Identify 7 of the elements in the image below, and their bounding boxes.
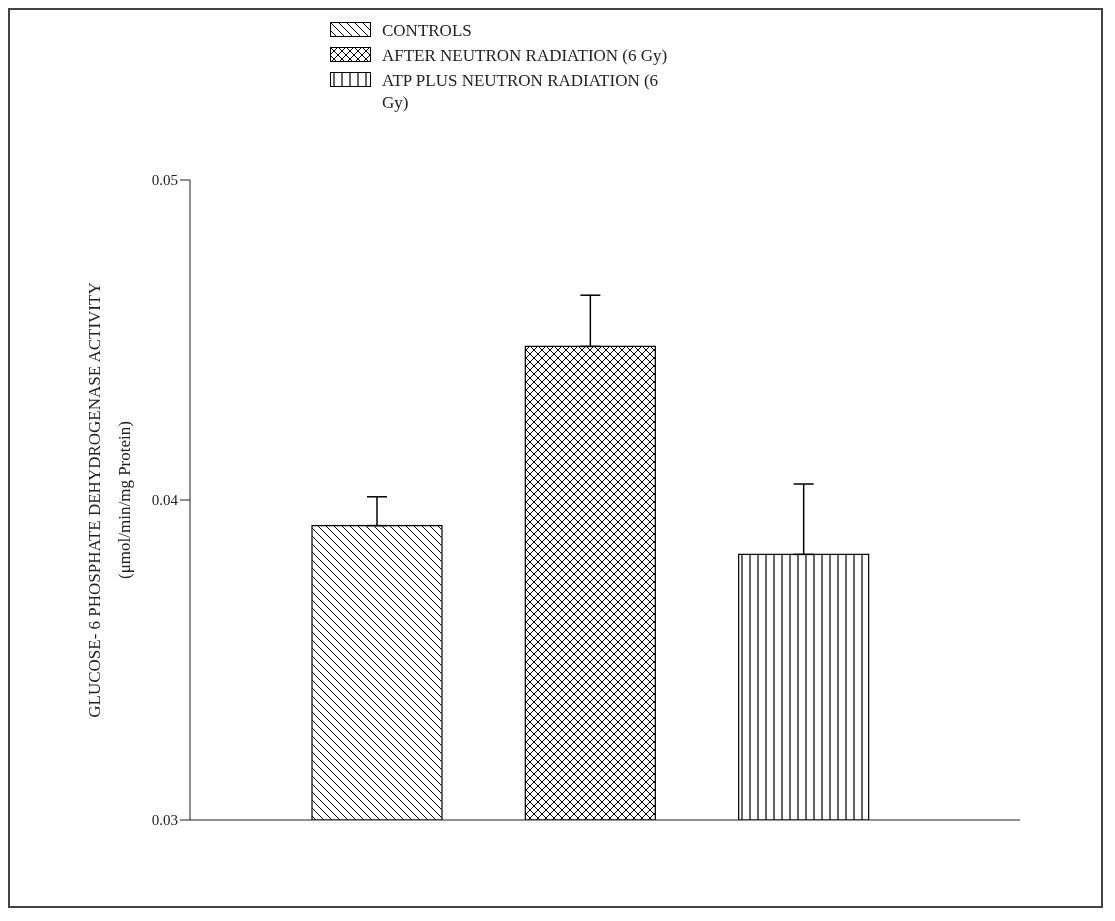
legend-label: AFTER NEUTRON RADIATION (6 Gy) [382,45,668,67]
y-tick-label: 0.05 [151,172,178,189]
y-tick-label: 0.03 [151,812,178,829]
y-tick-label: 0.04 [151,492,179,509]
legend-label: CONTROLS [382,20,472,42]
legend-label: ATP PLUS NEUTRON RADIATION (6 Gy) [382,70,660,114]
y-axis-title: GLUCOSE- 6 PHOSPHATE DEHYDROGENASE ACTIVITY (μmol/min/mg Protein) [85,282,134,718]
